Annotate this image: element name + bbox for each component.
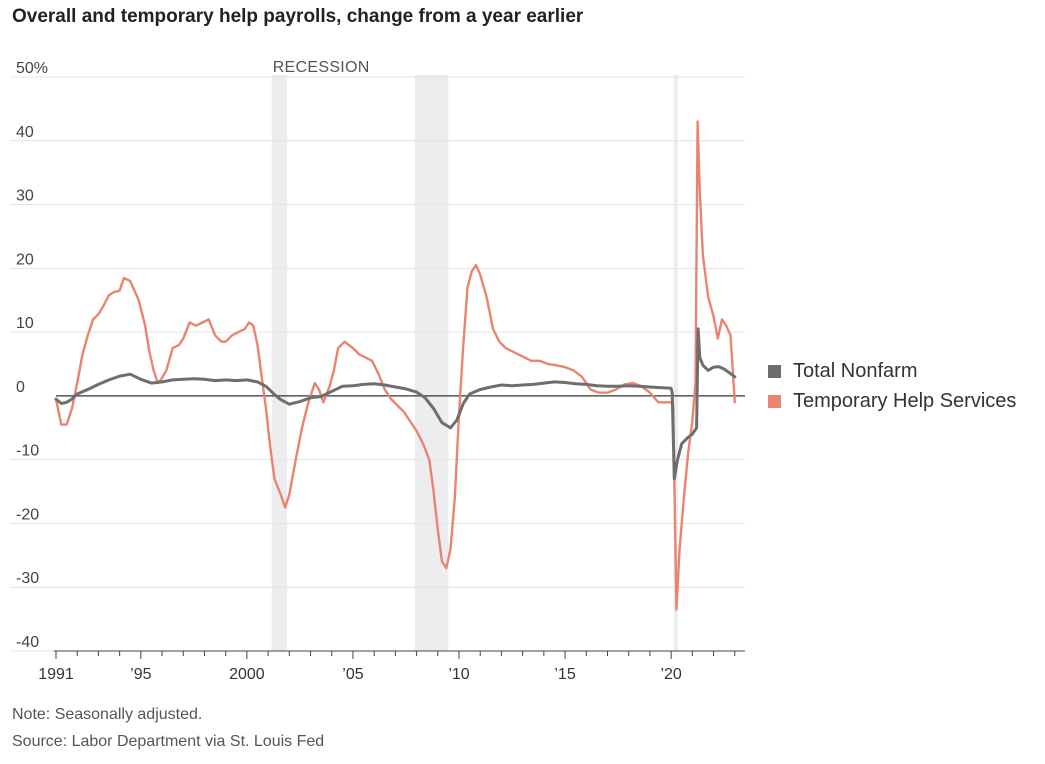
x-tick-label: 1991 <box>38 666 74 683</box>
chart-source: Source: Labor Department via St. Louis F… <box>12 733 325 750</box>
y-tick-label: -30 <box>16 570 39 587</box>
series-line-total-nonfarm <box>54 327 737 481</box>
recession-label: RECESSION <box>273 59 370 76</box>
legend-label-temporary-help: Temporary Help Services <box>793 389 1017 412</box>
legend-item-temporary-help: Temporary Help Services <box>768 386 1016 416</box>
y-tick-label: 0 <box>16 379 25 396</box>
y-tick-label: 50% <box>16 60 48 77</box>
y-tick-label: -10 <box>16 443 39 460</box>
x-tick-label: ’15 <box>554 666 575 683</box>
legend-swatch-temporary-help <box>768 394 781 408</box>
chart-note: Note: Seasonally adjusted. <box>12 706 203 723</box>
gridlines <box>10 76 745 652</box>
series-lines <box>54 120 737 611</box>
y-tick-label: -20 <box>16 506 39 523</box>
recession-band-0 <box>271 75 288 651</box>
y-tick-label: 20 <box>16 251 34 268</box>
x-tick-label: ’95 <box>130 666 151 683</box>
legend: Total Nonfarm Temporary Help Services <box>768 356 1016 416</box>
y-tick-label: 40 <box>16 124 34 141</box>
chart-title: Overall and temporary help payrolls, cha… <box>12 6 584 27</box>
x-axis: 1991 ’95 2000 ’05 ’10 ’15 ’20 <box>38 650 745 683</box>
recession-bands <box>271 75 678 651</box>
legend-label-total-nonfarm: Total Nonfarm <box>793 359 918 382</box>
legend-swatch-total-nonfarm <box>768 364 781 378</box>
x-tick-label: 2000 <box>229 666 265 683</box>
recession-band-2 <box>673 75 678 651</box>
x-tick-label: ’10 <box>448 666 469 683</box>
y-axis-labels: 50% 40 30 20 10 0 -10 -20 -30 -40 <box>16 60 48 651</box>
chart-plot-area: 50% 40 30 20 10 0 -10 -20 -30 -40 1991 ’95 2000 ’05 ’… <box>10 59 745 683</box>
recession-band-1 <box>414 75 449 651</box>
legend-item-total-nonfarm: Total Nonfarm <box>768 356 1016 386</box>
y-tick-label: -40 <box>16 634 39 651</box>
y-tick-label: 10 <box>16 315 34 332</box>
x-tick-label: ’20 <box>660 666 681 683</box>
series-line-temporary-help-services <box>54 120 736 611</box>
y-tick-label: 30 <box>16 188 34 205</box>
x-tick-label: ’05 <box>342 666 363 683</box>
